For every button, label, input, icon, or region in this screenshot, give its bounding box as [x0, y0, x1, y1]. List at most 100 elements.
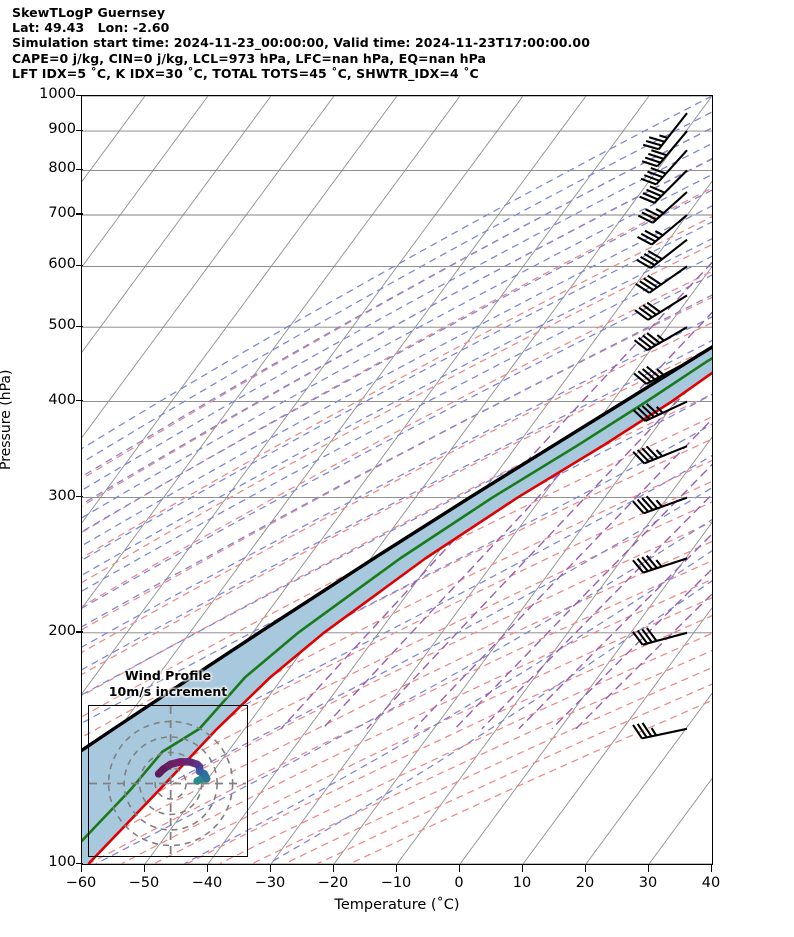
barb-full-feather: [636, 723, 648, 738]
barb-full-feather: [641, 447, 655, 461]
skewt-plot-area: [81, 95, 713, 865]
barb-full-feather: [637, 407, 651, 420]
barb-full-feather: [632, 631, 644, 646]
x-axis-label: Temperature (˚C): [334, 897, 460, 913]
pressure-tick-label: 500: [48, 317, 76, 334]
hodograph-svg: [89, 706, 246, 855]
barb-full-feather: [636, 498, 650, 513]
mixing-ratio-line: [481, 493, 712, 730]
barb-full-feather: [642, 192, 659, 201]
dry-adiabat-line: [82, 459, 712, 778]
pressure-tick-mark: [76, 496, 83, 498]
mixing-ratio-line: [280, 261, 712, 730]
wind-barb: [634, 294, 688, 321]
barb-full-feather: [637, 336, 652, 349]
moist-adiabat-line: [183, 550, 712, 864]
barb-full-feather: [641, 628, 653, 643]
y-axis-label: Pressure (hPa): [0, 369, 14, 470]
barb-shaft: [647, 294, 688, 321]
isotherm-line: [144, 96, 712, 864]
moist-adiabat-line: [82, 454, 712, 791]
pressure-tick-mark: [76, 631, 83, 633]
dry-adiabat-line: [120, 578, 712, 864]
temperature-tick-label: 0: [454, 875, 464, 891]
barb-full-feather: [640, 232, 656, 243]
barb-half-feather: [655, 559, 663, 568]
wind-barb: [633, 326, 688, 352]
barb-full-feather: [636, 629, 649, 645]
mixing-ratio-line: [575, 593, 712, 730]
moist-adiabat-line: [82, 142, 712, 491]
barb-full-feather: [645, 495, 659, 510]
pressure-tick-mark: [76, 400, 83, 402]
wind-barb: [641, 130, 688, 168]
dry-adiabat-line: [82, 270, 712, 608]
isotherm-line: [333, 351, 712, 864]
temperature-tick-label: 30: [638, 875, 658, 891]
pressure-tick-mark: [76, 213, 83, 215]
temperature-tick-label: 20: [575, 875, 595, 891]
barb-full-feather: [647, 250, 663, 261]
temperature-tick-mark: [269, 865, 271, 872]
moist-adiabat-line: [82, 111, 712, 464]
wind-barb: [632, 495, 688, 515]
barb-half-feather: [650, 727, 658, 736]
barb-shaft: [642, 631, 688, 646]
barb-full-feather: [647, 170, 664, 179]
wind-barb: [632, 400, 688, 422]
barb-full-feather: [643, 252, 659, 264]
isotherm-line: [82, 96, 335, 439]
pressure-tick-label: 700: [48, 204, 76, 221]
barb-full-feather: [641, 160, 658, 168]
pressure-tick-label: 100: [48, 854, 76, 870]
wind-barb: [632, 722, 688, 740]
pressure-tick-mark: [76, 129, 83, 131]
barb-full-feather: [646, 627, 658, 642]
barb-full-feather: [643, 174, 660, 182]
barb-full-feather: [645, 555, 658, 569]
dry-adiabat-line: [316, 683, 712, 864]
wind-barb: [636, 238, 688, 269]
pressure-tick-label: 800: [48, 160, 76, 177]
temperature-tick-mark: [584, 865, 586, 872]
dry-adiabat-line: [82, 187, 712, 534]
barb-full-feather: [648, 136, 665, 143]
mixing-ratio-line: [518, 533, 712, 730]
temperature-tick-label: −40: [191, 875, 223, 891]
dry-adiabat-line: [82, 243, 712, 584]
barb-full-feather: [635, 283, 650, 294]
header-line-indices-1: CAPE=0 j/kg, CIN=0 j/kg, LCL=973 hPa, LF…: [12, 50, 487, 66]
wind-barb: [635, 265, 688, 294]
barb-full-feather: [641, 722, 653, 737]
wind-barb: [642, 112, 688, 151]
barb-half-feather: [659, 134, 668, 139]
wind-barb: [632, 555, 688, 574]
temperature-tick-mark: [332, 865, 334, 872]
pressure-tick-label: 1000: [39, 86, 76, 102]
dry-adiabat-line: [82, 540, 712, 851]
dewpoint-profile-line: [82, 356, 712, 843]
header-line-title: SkewTLogP Guernsey: [12, 5, 166, 20]
barb-full-feather: [645, 403, 660, 416]
barb-shaft: [643, 445, 688, 465]
temperature-tick-mark: [647, 865, 649, 872]
wind-barb: [639, 169, 688, 204]
barb-full-feather: [637, 235, 653, 246]
barb-shaft: [652, 191, 688, 224]
temperature-tick-label: −50: [128, 875, 160, 891]
barb-full-feather: [651, 149, 668, 157]
wind-barb: [633, 361, 688, 385]
barb-full-feather: [647, 152, 664, 160]
moist-adiabat-line: [82, 238, 712, 576]
barb-full-feather: [645, 208, 661, 218]
dry-adiabat-line: [153, 597, 712, 864]
barb-full-feather: [632, 409, 647, 422]
barb-half-feather: [654, 230, 664, 237]
skewt-plot-svg: [82, 96, 712, 864]
barb-half-feather: [656, 368, 665, 376]
pressure-tick-label: 200: [48, 622, 76, 639]
barb-full-feather: [633, 339, 648, 352]
barb-full-feather: [641, 368, 656, 381]
dry-adiabat-line: [82, 521, 712, 833]
temperature-tick-mark: [395, 865, 397, 872]
